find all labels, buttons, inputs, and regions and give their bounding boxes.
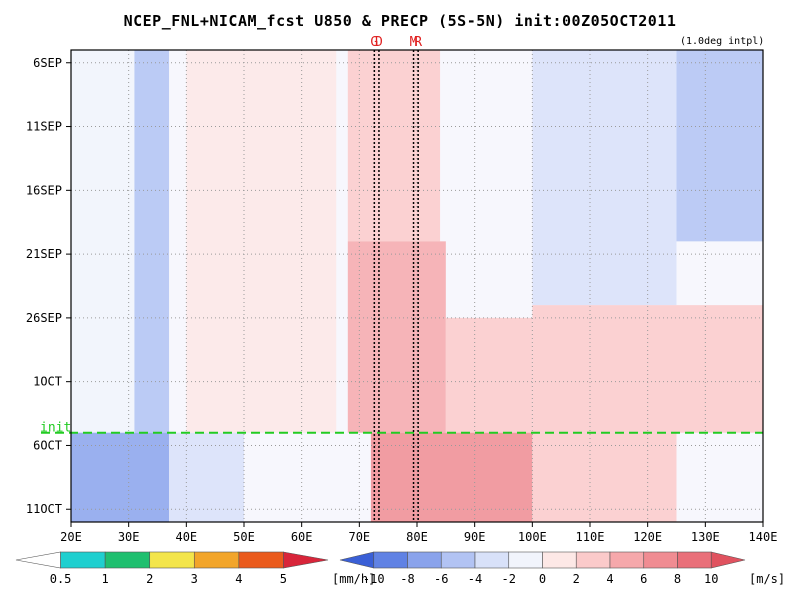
colorbar-label: -2 bbox=[502, 572, 516, 586]
marker-label: D bbox=[375, 35, 383, 50]
u850-band bbox=[445, 317, 533, 433]
colorbar-swatch bbox=[677, 551, 712, 569]
marker-label: G bbox=[370, 35, 378, 50]
colorbar-label: 0.5 bbox=[50, 572, 72, 586]
plot-area bbox=[71, 50, 763, 522]
y-tick-label: 26SEP bbox=[26, 311, 62, 325]
y-tick-label: 1OCT bbox=[33, 375, 62, 389]
colorbar-swatch bbox=[643, 551, 678, 569]
colorbar-label: -10 bbox=[363, 572, 385, 586]
colorbar-swatch bbox=[407, 551, 442, 569]
y-tick-label: 16SEP bbox=[26, 183, 62, 197]
colorbar-label: -4 bbox=[468, 572, 482, 586]
colorbar-swatch bbox=[339, 551, 375, 569]
colorbar-label: 0 bbox=[539, 572, 546, 586]
y-tick-label: 11OCT bbox=[26, 502, 62, 516]
colorbar-label: -6 bbox=[434, 572, 448, 586]
colorbar-swatch bbox=[60, 551, 106, 569]
x-tick-label: 40E bbox=[175, 530, 197, 544]
colorbar-swatch bbox=[149, 551, 195, 569]
y-tick-label: 21SEP bbox=[26, 247, 62, 261]
x-tick-label: 140E bbox=[749, 530, 778, 544]
x-tick-label: 80E bbox=[406, 530, 428, 544]
u850-band bbox=[532, 432, 677, 522]
u850-band bbox=[347, 241, 446, 433]
colorbar-swatch bbox=[283, 551, 329, 569]
colorbars: 0.5 1 2 3 4 5 [mm/h]-10 -8 -6 -4 -2 0 2 4 6 8 10 [m/s] bbox=[15, 551, 785, 586]
u850-band bbox=[532, 50, 677, 306]
u850-colorbar: -10 -8 -6 -4 -2 0 2 4 6 8 10 [m/s] bbox=[339, 551, 785, 586]
x-tick-label: 90E bbox=[464, 530, 486, 544]
colorbar-label: 1 bbox=[102, 572, 109, 586]
marker-label: M bbox=[410, 35, 418, 50]
colorbar-label: 8 bbox=[674, 572, 681, 586]
colorbar-unit: [mm/h] bbox=[332, 572, 375, 586]
u850-band bbox=[676, 50, 763, 242]
x-tick-label: 70E bbox=[348, 530, 370, 544]
x-tick-label: 20E bbox=[60, 530, 82, 544]
y-tick-label: 6SEP bbox=[33, 56, 62, 70]
colorbar-label: 4 bbox=[606, 572, 613, 586]
colorbar-swatch bbox=[542, 551, 577, 569]
colorbar-label: -8 bbox=[400, 572, 414, 586]
colorbar-label: 10 bbox=[704, 572, 718, 586]
colorbar-swatch bbox=[710, 551, 746, 569]
colorbar-swatch bbox=[238, 551, 284, 569]
u850-band bbox=[347, 50, 441, 242]
x-tick-label: 130E bbox=[691, 530, 720, 544]
colorbar-label: 2 bbox=[573, 572, 580, 586]
colorbar-swatch bbox=[609, 551, 645, 569]
axes: 20E 30E 40E 50E 60E 70E 80E 90E 100E 110E 120E 130E… bbox=[26, 49, 778, 544]
colorbar-swatch bbox=[474, 551, 510, 569]
marker-label: R bbox=[414, 35, 422, 50]
u850-band bbox=[71, 432, 170, 522]
u850-band bbox=[169, 432, 244, 522]
colorbar-swatch bbox=[104, 551, 151, 569]
colorbar-swatch bbox=[193, 551, 240, 569]
precip-colorbar: 0.5 1 2 3 4 5 [mm/h] bbox=[15, 551, 375, 586]
u850-band bbox=[134, 50, 170, 433]
x-tick-label: 120E bbox=[633, 530, 662, 544]
u850-band bbox=[532, 305, 763, 433]
x-tick-label: 100E bbox=[518, 530, 547, 544]
colorbar-unit: [m/s] bbox=[749, 572, 785, 586]
init-label: init bbox=[40, 421, 71, 436]
marker-lines: init GD MR bbox=[40, 35, 763, 522]
colorbar-label: 3 bbox=[191, 572, 198, 586]
colorbar-label: 5 bbox=[280, 572, 287, 586]
u850-band bbox=[370, 432, 533, 522]
y-tick-label: 11SEP bbox=[26, 120, 62, 134]
colorbar-swatch bbox=[440, 551, 476, 569]
colorbar-swatch bbox=[373, 551, 408, 569]
colorbar-label: 2 bbox=[146, 572, 153, 586]
colorbar-swatch bbox=[15, 551, 61, 569]
x-tick-label: 60E bbox=[291, 530, 313, 544]
x-tick-label: 50E bbox=[233, 530, 255, 544]
u850-band bbox=[186, 50, 337, 433]
x-tick-label: 110E bbox=[576, 530, 605, 544]
colorbar-label: 4 bbox=[235, 572, 242, 586]
colorbar-label: 6 bbox=[640, 572, 647, 586]
colorbar-swatch bbox=[575, 551, 611, 569]
interpolation-note: (1.0deg intpl) bbox=[680, 36, 765, 47]
colorbar-swatch bbox=[508, 551, 543, 569]
chart-title: NCEP_FNL+NICAM_fcst U850 & PRECP (5S-5N)… bbox=[123, 12, 677, 30]
x-tick-label: 30E bbox=[118, 530, 140, 544]
y-tick-label: 6OCT bbox=[33, 438, 62, 452]
